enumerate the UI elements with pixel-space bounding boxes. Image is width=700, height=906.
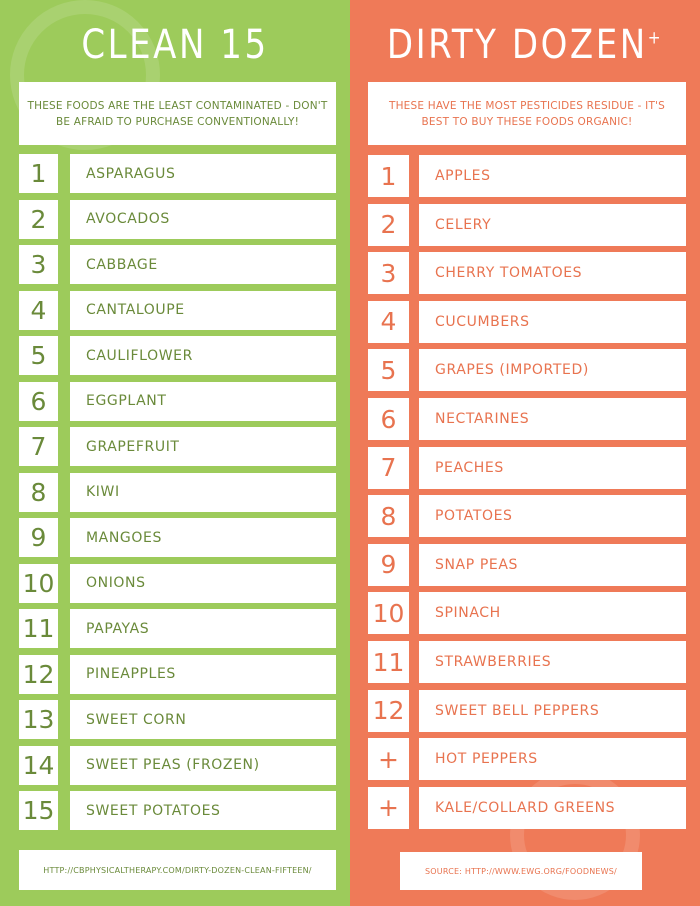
clean-list-item: 8 KIWI	[0, 472, 350, 512]
item-rank: 9	[368, 543, 409, 586]
item-rank: 6	[19, 381, 58, 421]
item-rank: 8	[19, 472, 58, 512]
item-rank: 7	[368, 446, 409, 489]
dirty-dozen-source-link[interactable]: SOURCE: HTTP://WWW.EWG.ORG/FOODNEWS/	[400, 852, 642, 890]
item-name: PEACHES	[419, 446, 686, 489]
dirty-list-item: 9 SNAP PEAS	[350, 543, 700, 586]
clean-list-item: 11 PAPAYAS	[0, 609, 350, 648]
dirty-list-item: 3 CHERRY TOMATOES	[350, 252, 700, 295]
clean-list-item: 6 EGGPLANT	[0, 381, 350, 421]
item-rank: +	[368, 786, 409, 829]
item-rank: 5	[19, 336, 58, 375]
dirty-list-item: 11 STRAWBERRIES	[350, 641, 700, 683]
item-name: CHERRY TOMATOES	[419, 252, 686, 295]
clean-list-item: 3 CABBAGE	[0, 245, 350, 284]
item-rank: 12	[368, 689, 409, 732]
item-name: SNAP PEAS	[419, 543, 686, 586]
clean-15-panel: CLEAN 15 THESE FOODS ARE THE LEAST CONTA…	[0, 0, 350, 906]
dirty-dozen-title: DIRTY DOZEN+	[376, 22, 674, 68]
clean-list-item: 12 PINEAPPLES	[0, 654, 350, 694]
item-rank: 2	[19, 199, 58, 239]
item-name: MANGOES	[70, 518, 336, 557]
item-name: HOT PEPPERS	[419, 738, 686, 781]
item-name: SPINACH	[419, 592, 686, 635]
item-name: EGGPLANT	[70, 381, 336, 421]
item-name: SWEET BELL PEPPERS	[419, 689, 686, 732]
item-rank: 3	[368, 252, 409, 295]
item-rank: 2	[368, 203, 409, 246]
item-rank: 5	[368, 349, 409, 392]
dirty-list-item: 7 PEACHES	[350, 446, 700, 489]
item-name: SWEET PEAS (FROZEN)	[70, 745, 336, 785]
item-name: GRAPES (IMPORTED)	[419, 349, 686, 392]
clean-list-item: 5 CAULIFLOWER	[0, 336, 350, 375]
item-name: POTATOES	[419, 495, 686, 538]
item-name: SWEET CORN	[70, 700, 336, 739]
item-name: CABBAGE	[70, 245, 336, 284]
clean-15-title: CLEAN 15	[81, 22, 269, 68]
item-rank: 15	[19, 791, 58, 830]
item-name: CELERY	[419, 203, 686, 246]
clean-list-item: 13 SWEET CORN	[0, 700, 350, 739]
clean-list-item: 2 AVOCADOS	[0, 199, 350, 239]
clean-list-item: 7 GRAPEFRUIT	[0, 427, 350, 466]
item-rank: 11	[19, 609, 58, 648]
dirty-list-item: 1 APPLES	[350, 155, 700, 197]
item-rank: 8	[368, 495, 409, 538]
item-rank: 10	[19, 563, 58, 603]
clean-list-item: 15 SWEET POTATOES	[0, 791, 350, 830]
dirty-dozen-title-text: DIRTY DOZEN	[386, 22, 648, 68]
item-rank: 11	[368, 641, 409, 683]
dirty-list-item: 8 POTATOES	[350, 495, 700, 538]
item-name: PAPAYAS	[70, 609, 336, 648]
clean-15-source-link[interactable]: HTTP://CBPHYSICALTHERAPY.COM/DIRTY-DOZEN…	[19, 850, 336, 890]
dirty-list-item: 5 GRAPES (IMPORTED)	[350, 349, 700, 392]
item-rank: +	[368, 738, 409, 781]
item-rank: 10	[368, 592, 409, 635]
dirty-list-item: 12 SWEET BELL PEPPERS	[350, 689, 700, 732]
item-name: KIWI	[70, 472, 336, 512]
item-name: SWEET POTATOES	[70, 791, 336, 830]
dirty-dozen-title-plus: +	[647, 27, 664, 49]
dirty-list-item: 6 NECTARINES	[350, 398, 700, 440]
item-rank: 14	[19, 745, 58, 785]
item-rank: 13	[19, 700, 58, 739]
item-rank: 6	[368, 398, 409, 440]
item-name: CANTALOUPE	[70, 290, 336, 330]
dirty-list-item: + HOT PEPPERS	[350, 738, 700, 781]
item-rank: 12	[19, 654, 58, 694]
clean-list-item: 14 SWEET PEAS (FROZEN)	[0, 745, 350, 785]
item-name: KALE/COLLARD GREENS	[419, 786, 686, 829]
item-rank: 7	[19, 427, 58, 466]
item-name: APPLES	[419, 155, 686, 197]
dirty-list-item: + KALE/COLLARD GREENS	[350, 786, 700, 829]
item-rank: 9	[19, 518, 58, 557]
item-name: ASPARAGUS	[70, 154, 336, 193]
item-name: PINEAPPLES	[70, 654, 336, 694]
clean-list-item: 10 ONIONS	[0, 563, 350, 603]
clean-list-item: 4 CANTALOUPE	[0, 290, 350, 330]
item-name: CUCUMBERS	[419, 300, 686, 343]
item-name: GRAPEFRUIT	[70, 427, 336, 466]
item-name: STRAWBERRIES	[419, 641, 686, 683]
item-rank: 1	[19, 154, 58, 193]
dirty-list-item: 10 SPINACH	[350, 592, 700, 635]
clean-list-item: 9 MANGOES	[0, 518, 350, 557]
item-name: NECTARINES	[419, 398, 686, 440]
dirty-list-item: 2 CELERY	[350, 203, 700, 246]
item-rank: 3	[19, 245, 58, 284]
clean-list-item: 1 ASPARAGUS	[0, 154, 350, 193]
item-name: ONIONS	[70, 563, 336, 603]
item-name: CAULIFLOWER	[70, 336, 336, 375]
item-rank: 4	[19, 290, 58, 330]
item-name: AVOCADOS	[70, 199, 336, 239]
clean-15-description: THESE FOODS ARE THE LEAST CONTAMINATED -…	[19, 82, 336, 145]
item-rank: 4	[368, 300, 409, 343]
dirty-dozen-description: THESE HAVE THE MOST PESTICIDES RESIDUE -…	[368, 82, 686, 145]
dirty-dozen-panel: DIRTY DOZEN+ THESE HAVE THE MOST PESTICI…	[350, 0, 700, 906]
dirty-list-item: 4 CUCUMBERS	[350, 300, 700, 343]
item-rank: 1	[368, 155, 409, 197]
